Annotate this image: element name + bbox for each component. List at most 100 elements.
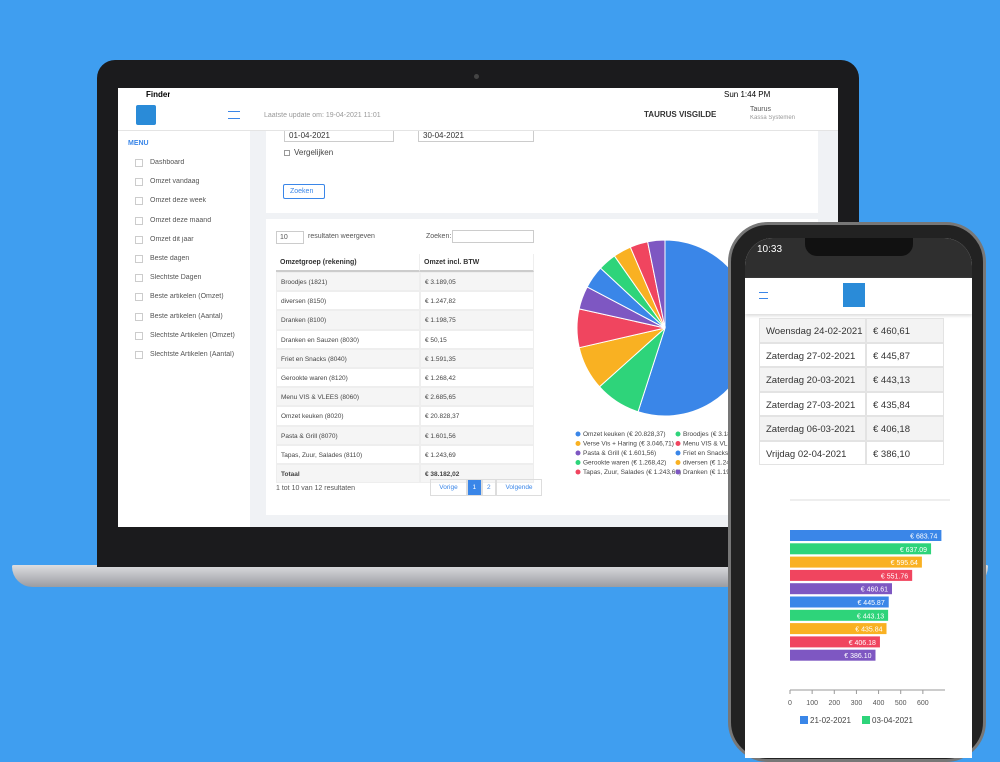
pagination-button[interactable]: 2 xyxy=(481,479,496,496)
phone-screen: 10:33 0 100 200 300 400 500 600 € 683.74 € 637.0… xyxy=(745,238,972,758)
x-tick-label: 300 xyxy=(851,700,863,707)
page-size[interactable]: 10 xyxy=(276,231,304,244)
legend-dot xyxy=(675,441,681,446)
phone-hamburger[interactable] xyxy=(759,292,768,299)
phone-table-cell: Zaterdag 27-02-2021 xyxy=(759,342,866,367)
legend-entry: diversen(€ 1.247,82) xyxy=(675,460,745,467)
bar-label: € 637.09 xyxy=(900,547,927,554)
menu-item[interactable]: Omzet deze week xyxy=(150,197,207,205)
legend-dot xyxy=(675,469,681,475)
menu-item[interactable]: Omzet vandaag xyxy=(150,178,200,186)
menu-checkbox xyxy=(135,216,143,225)
legend-dot xyxy=(575,441,581,446)
legend-value: (€ 3.046,71) xyxy=(639,441,674,448)
bar-label: € 551.76 xyxy=(881,573,908,580)
sidebar: MENU Dashboard Omzet vandaag Omzet deze we… xyxy=(118,131,250,527)
table-cell: Pasta & Grill (8070) xyxy=(276,425,420,445)
menu-checkbox xyxy=(135,312,143,321)
column-header[interactable]: Omzetgroep (rekening) xyxy=(276,254,420,272)
menu-item[interactable]: Slechtste Dagen xyxy=(150,274,202,282)
table-cell: Totaal xyxy=(276,464,420,484)
legend-name: diversen xyxy=(683,460,708,467)
bar-label: € 435.84 xyxy=(855,627,882,634)
filter-card: 01-04-2021 30-04-2021 Vergelijken Zoeken xyxy=(266,131,818,213)
legend-label: Gerookte waren (€ 1.268,42) xyxy=(583,460,666,467)
menu-item[interactable]: Dashboard xyxy=(150,159,185,166)
legend-dot xyxy=(675,450,681,456)
legend-name: Tapas, Zuur, Salades xyxy=(583,469,645,476)
phone-table-cell: € 445,87 xyxy=(866,342,944,367)
legend-label: Dranken(€ 1.198,75) xyxy=(683,469,745,476)
legend-label: 03-04-2021 xyxy=(872,716,913,725)
user[interactable]: Taurus xyxy=(750,106,772,113)
table-cell: Dranken (8100) xyxy=(276,310,420,330)
result-card: 10 resultaten weergeven Zoeken: 1 tot 10… xyxy=(266,219,818,515)
bar-label: € 683.74 xyxy=(910,534,937,541)
bar xyxy=(790,543,932,555)
legend-swatch xyxy=(800,716,808,724)
table-cell: € 1.591,35 xyxy=(420,348,534,368)
date-from[interactable]: 01-04-2021 xyxy=(284,131,394,142)
menu-item[interactable]: Omzet dit jaar xyxy=(150,235,194,243)
bar-chart: 0 100 200 300 400 500 600 € 683.74 € 637.09 € 595… xyxy=(788,499,950,725)
page-size-suffix: resultaten weergeven xyxy=(308,233,375,240)
x-tick-label: 600 xyxy=(917,700,929,707)
table-cell: diversen (8150) xyxy=(276,291,420,311)
search-input[interactable] xyxy=(452,230,534,243)
pagination-button[interactable]: Volgende xyxy=(496,479,542,496)
menu-checkbox xyxy=(135,351,143,359)
clock: Sun 1:44 PM xyxy=(724,90,771,99)
legend-label: 21-02-2021 xyxy=(810,716,851,725)
menu-item[interactable]: Omzet deze maand xyxy=(150,216,212,224)
menu-item[interactable]: Beste artikelen (Omzet) xyxy=(150,293,224,301)
legend-value: (€ 1.601,56) xyxy=(621,450,656,457)
table-cell: € 20.828,37 xyxy=(420,406,534,426)
laptop-screen: Finder Sun 1:44 PM Laatste update om: 19… xyxy=(118,88,838,527)
phone-table-cell: Zaterdag 27-03-2021 xyxy=(759,391,866,416)
legend-label: Pasta & Grill (€ 1.601,56) xyxy=(583,450,656,457)
pagination-button[interactable]: 1 xyxy=(467,479,482,496)
table-cell: € 1.268,42 xyxy=(420,368,534,388)
legend-entry: Gerookte waren (€ 1.268,42) xyxy=(575,460,666,467)
bar-label: € 445.87 xyxy=(857,600,884,607)
menu-item[interactable]: Slechtste Artikelen (Omzet) xyxy=(150,331,235,339)
last-update: Laatste update om: 19-04-2021 11:01 xyxy=(264,112,381,119)
table-cell: € 1.247,82 xyxy=(420,291,534,311)
legend-dot xyxy=(575,460,581,465)
x-tick-label: 200 xyxy=(828,700,840,707)
compare-checkbox[interactable] xyxy=(284,150,290,156)
legend-entry: Verse Vis + Haring (€ 3.046,71) xyxy=(575,441,674,448)
bar xyxy=(790,649,876,661)
menu-item[interactable]: Beste dagen xyxy=(150,255,190,262)
menu-checkbox xyxy=(135,197,143,206)
legend-name: Friet en Snacks xyxy=(683,450,729,457)
table-cell: Omzet keuken (8020) xyxy=(276,406,420,426)
x-tick-label: 0 xyxy=(788,700,792,707)
phone-table-cell: € 443,13 xyxy=(866,367,944,392)
search-button[interactable]: Zoeken xyxy=(283,184,325,199)
bar xyxy=(790,596,889,608)
legend-value: (€ 1.243,69) xyxy=(646,469,681,476)
x-tick-label: 100 xyxy=(806,700,818,707)
x-tick-label: 500 xyxy=(895,700,907,707)
legend-label: Tapas, Zuur, Salades (€ 1.243,69) xyxy=(583,469,681,476)
legend-name: Menu VIS & VLEES xyxy=(683,441,741,448)
table-cell: € 50,15 xyxy=(420,329,534,349)
pagination-button[interactable]: Vorige xyxy=(430,479,467,496)
menu-checkbox xyxy=(135,178,143,187)
date-to[interactable]: 30-04-2021 xyxy=(418,131,534,142)
menu-item[interactable]: Slechtste Artikelen (Aantal) xyxy=(150,351,235,358)
legend-value: (€ 1.247,82) xyxy=(710,460,745,467)
logo xyxy=(136,105,156,125)
phone-logo xyxy=(843,283,865,307)
column-header[interactable]: Omzet incl. BTW xyxy=(420,254,534,272)
table-cell: € 1.601,56 xyxy=(420,425,534,445)
bar-label: € 460.61 xyxy=(861,587,888,594)
hamburger[interactable] xyxy=(228,111,240,119)
bar xyxy=(790,609,889,621)
table-cell: Broodjes (1821) xyxy=(276,272,420,292)
bar-label: € 406.18 xyxy=(849,640,876,647)
menu-item[interactable]: Beste artikelen (Aantal) xyxy=(150,312,223,320)
legend-label: diversen(€ 1.247,82) xyxy=(683,460,745,467)
